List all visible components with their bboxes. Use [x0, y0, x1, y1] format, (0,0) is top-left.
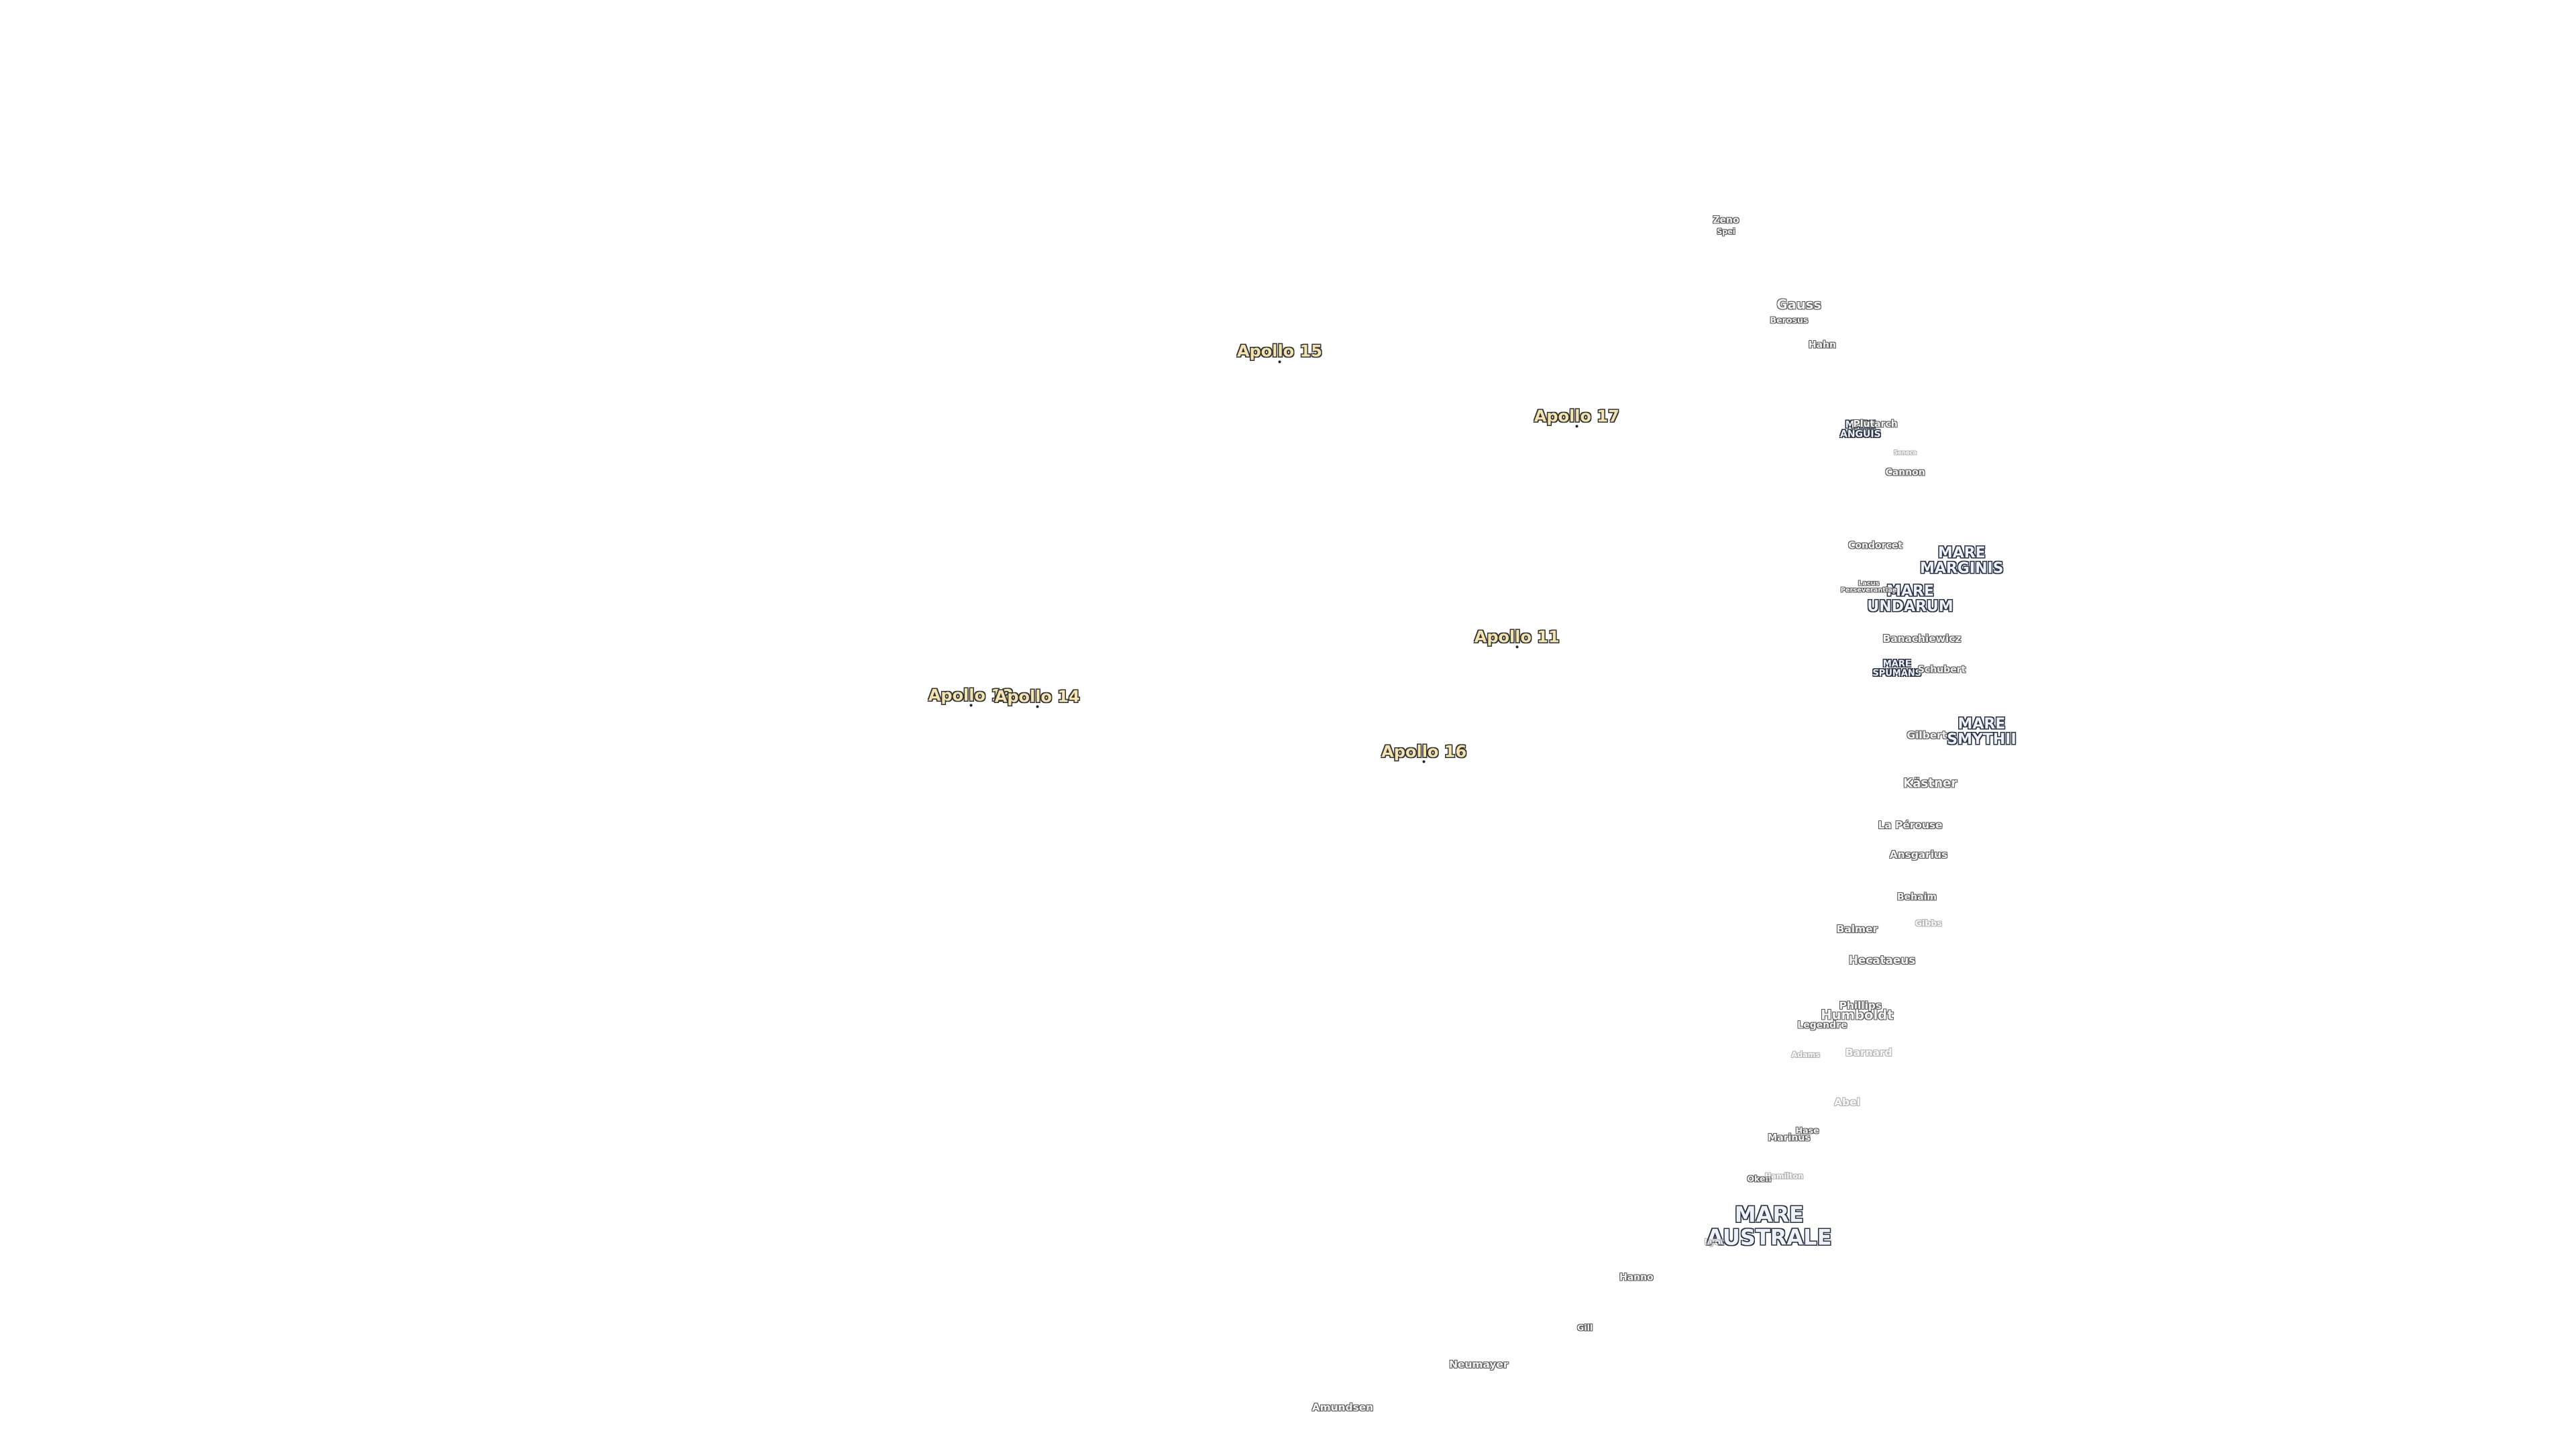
crater-label: Ansgarius [1889, 849, 1948, 861]
crater-label: Humboldt [1821, 1007, 1894, 1023]
apollo-label: Apollo 12 [928, 686, 1014, 707]
mare-label: MARE SPUMANS [1872, 659, 1922, 679]
crater-label: Hanno [1619, 1272, 1654, 1283]
crater-label: Amundsen [1311, 1401, 1374, 1413]
apollo-label: Apollo 15 [1236, 341, 1322, 364]
crater-label: Behaim [1896, 892, 1937, 904]
crater-label: Kästner [1903, 776, 1957, 791]
crater-label: Hecataeus [1848, 953, 1916, 967]
crater-label: Gauss [1776, 297, 1822, 313]
apollo-label: Apollo 11 [1474, 627, 1560, 649]
crater-label: Gibbs [1915, 917, 1942, 928]
crater-label: Condorcet [1848, 540, 1903, 551]
mare-label: MARE SMYTHII [1947, 715, 2017, 749]
mare-label: MARE ANGUIS [1839, 419, 1881, 440]
crater-label: Zeno [1713, 215, 1739, 226]
crater-label: Gilbert [1907, 729, 1947, 741]
crater-label: Barnard [1845, 1046, 1892, 1059]
mare-label: MARE AUSTRALE [1707, 1201, 1832, 1250]
crater-label: La Pérouse [1878, 818, 1943, 831]
crater-label: Berosus [1770, 315, 1809, 325]
crater-label: Marinus [1768, 1132, 1811, 1144]
crater-label: Legendre [1797, 1020, 1847, 1031]
crater-label: Oken [1747, 1173, 1772, 1183]
crater-label: Phillips [1839, 1000, 1882, 1012]
crater-label: Hamilton [1764, 1172, 1804, 1181]
crater-label: Schubert [1917, 665, 1966, 676]
mare-label: MARE MARGINIS [1919, 545, 2004, 578]
crater-label: Seneca [1894, 449, 1917, 456]
mare-label: MARE UNDARUM [1867, 583, 1953, 616]
crater-label: Plutarch [1853, 419, 1898, 430]
apollo-label: Apollo 16 [1381, 742, 1467, 763]
crater-label: Abel [1834, 1095, 1860, 1108]
crater-label: Lyot [1704, 1236, 1725, 1246]
apollo-label: Apollo 14 [994, 687, 1080, 708]
crater-label: Cannon [1885, 467, 1925, 478]
crater-label: Banachiewicz [1882, 633, 1962, 645]
crater-label: Balmer [1836, 923, 1878, 936]
crater-label: Hahn [1808, 339, 1836, 351]
crater-label: Spei [1717, 227, 1735, 237]
crater-label: Hase [1795, 1125, 1819, 1136]
crater-label: Gill [1577, 1322, 1593, 1333]
crater-label: Adams [1791, 1051, 1820, 1060]
apollo-label: Apollo 17 [1534, 407, 1619, 428]
crater-label: Lacus Perseverantiae [1840, 580, 1897, 594]
crater-label: Neumayer [1449, 1358, 1509, 1371]
